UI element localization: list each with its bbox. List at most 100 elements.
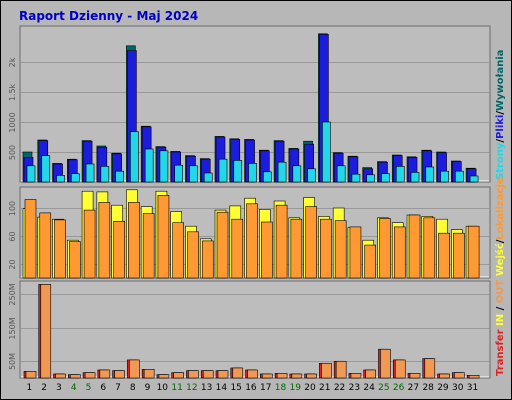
bar-top-strony-day-24 xyxy=(366,174,376,183)
day-label-30: 30 xyxy=(452,383,464,393)
bar-middle-lokalizacje-day-12 xyxy=(187,231,199,279)
bar-middle-lokalizacje-day-16 xyxy=(246,203,258,279)
bar-middle-lokalizacje-day-3 xyxy=(54,219,66,279)
bar-bottom-out-day-21 xyxy=(321,362,332,379)
bar-bottom-out-day-23 xyxy=(350,373,362,379)
y-tick-label-middle: 20 xyxy=(8,259,17,269)
bar-top-strony-day-2 xyxy=(41,155,51,183)
day-label-4: 4 xyxy=(71,383,77,393)
bar-middle-lokalizacje-day-25 xyxy=(379,218,391,279)
y-tick-label-bottom: 250M xyxy=(8,283,17,305)
legend-item-3: / xyxy=(495,111,506,115)
bar-middle-lokalizacje-day-5 xyxy=(83,209,96,279)
bar-bottom-out-day-31 xyxy=(468,375,480,379)
bar-bottom-out-day-24 xyxy=(365,369,377,379)
day-label-6: 6 xyxy=(100,383,106,393)
bar-middle-lokalizacje-day-21 xyxy=(320,218,332,279)
bar-middle-lokalizacje-day-1 xyxy=(24,199,37,279)
bar-top-strony-day-31 xyxy=(469,175,479,183)
day-label-31: 31 xyxy=(467,383,478,393)
bar-top-strony-day-26 xyxy=(395,166,405,183)
bar-bottom-out-day-6 xyxy=(99,369,111,379)
bar-top-strony-day-12 xyxy=(189,165,198,183)
bar-top-strony-day-15 xyxy=(233,160,243,183)
bar-middle-lokalizacje-day-8 xyxy=(128,202,140,279)
bar-top-strony-day-22 xyxy=(336,165,346,183)
bar-middle-lokalizacje-day-9 xyxy=(142,213,155,279)
bar-bottom-out-day-5 xyxy=(84,372,96,379)
bar-middle-lokalizacje-day-6 xyxy=(98,202,111,279)
y-tick-label-top: 1000 xyxy=(8,112,17,132)
legend-bottom: Transfer IN / OUT xyxy=(495,280,506,376)
bar-middle-lokalizacje-day-27 xyxy=(408,214,421,279)
legend-item-0: Transfer xyxy=(495,326,506,376)
day-label-1: 1 xyxy=(27,383,33,393)
bar-top-strony-day-18 xyxy=(277,161,287,183)
bar-top-strony-day-5 xyxy=(85,163,95,183)
day-label-15: 15 xyxy=(230,383,241,393)
bar-bottom-out-day-13 xyxy=(202,370,214,379)
bar-top-strony-day-4 xyxy=(71,173,80,183)
bar-middle-lokalizacje-day-31 xyxy=(467,225,480,279)
legend-item-1: / xyxy=(495,139,506,143)
day-label-27: 27 xyxy=(408,383,419,393)
bar-middle-lokalizacje-day-19 xyxy=(290,218,303,279)
bar-top-strony-day-16 xyxy=(248,163,257,183)
bar-bottom-out-day-16 xyxy=(247,369,258,379)
y-tick-label-bottom: 50M xyxy=(8,353,17,370)
day-label-24: 24 xyxy=(363,383,375,393)
bar-bottom-out-day-14 xyxy=(217,370,229,379)
bar-bottom-out-day-2 xyxy=(40,284,52,379)
bar-bottom-out-day-27 xyxy=(409,373,421,379)
legend-item-4: Wywołania xyxy=(495,50,506,111)
day-label-18: 18 xyxy=(275,383,287,393)
bar-top-strony-day-3 xyxy=(56,175,65,183)
day-label-8: 8 xyxy=(130,383,136,393)
bar-middle-lokalizacje-day-10 xyxy=(157,195,170,279)
bar-top-strony-day-28 xyxy=(425,166,435,183)
bar-top-strony-day-13 xyxy=(203,172,213,183)
legend-item-0: Wejść xyxy=(494,243,506,276)
bar-middle-lokalizacje-day-2 xyxy=(39,212,52,279)
y-tick-label-top: 500 xyxy=(8,145,17,160)
plot-area-bottom xyxy=(19,280,491,379)
day-label-28: 28 xyxy=(422,383,434,393)
bar-bottom-out-day-8 xyxy=(129,359,140,379)
legend-item-1: IN xyxy=(495,310,506,326)
day-label-14: 14 xyxy=(216,383,228,393)
chart-title: Raport Dzienny - Maj 2024 xyxy=(19,9,198,23)
day-label-2: 2 xyxy=(41,383,47,393)
legend-item-2: Pliki xyxy=(495,115,506,139)
bar-top-strony-day-17 xyxy=(263,171,272,183)
legend-item-0: Strony xyxy=(495,142,506,180)
bar-bottom-out-day-7 xyxy=(114,370,125,379)
bar-top-strony-day-27 xyxy=(410,172,420,183)
day-label-26: 26 xyxy=(393,383,405,393)
bar-top-strony-day-11 xyxy=(174,164,183,183)
bar-top-strony-day-21 xyxy=(322,121,331,183)
bar-bottom-out-day-28 xyxy=(424,358,436,379)
bar-bottom-out-day-11 xyxy=(173,372,184,379)
bar-bottom-out-day-19 xyxy=(291,373,303,379)
bar-bottom-out-day-17 xyxy=(262,373,273,379)
day-label-3: 3 xyxy=(56,383,62,393)
bar-top-strony-day-1 xyxy=(26,165,36,183)
bar-bottom-out-day-22 xyxy=(335,360,347,379)
bar-top-strony-day-8 xyxy=(130,131,139,183)
legend-item-3: OUT xyxy=(495,280,506,304)
day-label-7: 7 xyxy=(115,383,121,393)
bar-bottom-out-day-4 xyxy=(70,374,81,379)
bar-top-strony-day-20 xyxy=(307,168,316,183)
day-label-13: 13 xyxy=(201,383,212,393)
bar-middle-lokalizacje-day-11 xyxy=(172,222,184,279)
bar-middle-lokalizacje-day-30 xyxy=(453,232,465,279)
bar-top-strony-day-23 xyxy=(351,173,361,183)
bar-top-strony-day-29 xyxy=(440,170,449,183)
bar-bottom-out-day-25 xyxy=(380,348,391,379)
day-label-22: 22 xyxy=(334,383,345,393)
legend-middle: Wejść/Lokalizacje xyxy=(494,177,506,276)
bar-bottom-out-day-10 xyxy=(158,374,170,379)
day-label-11: 11 xyxy=(171,383,182,393)
bar-bottom-out-day-3 xyxy=(55,373,66,379)
